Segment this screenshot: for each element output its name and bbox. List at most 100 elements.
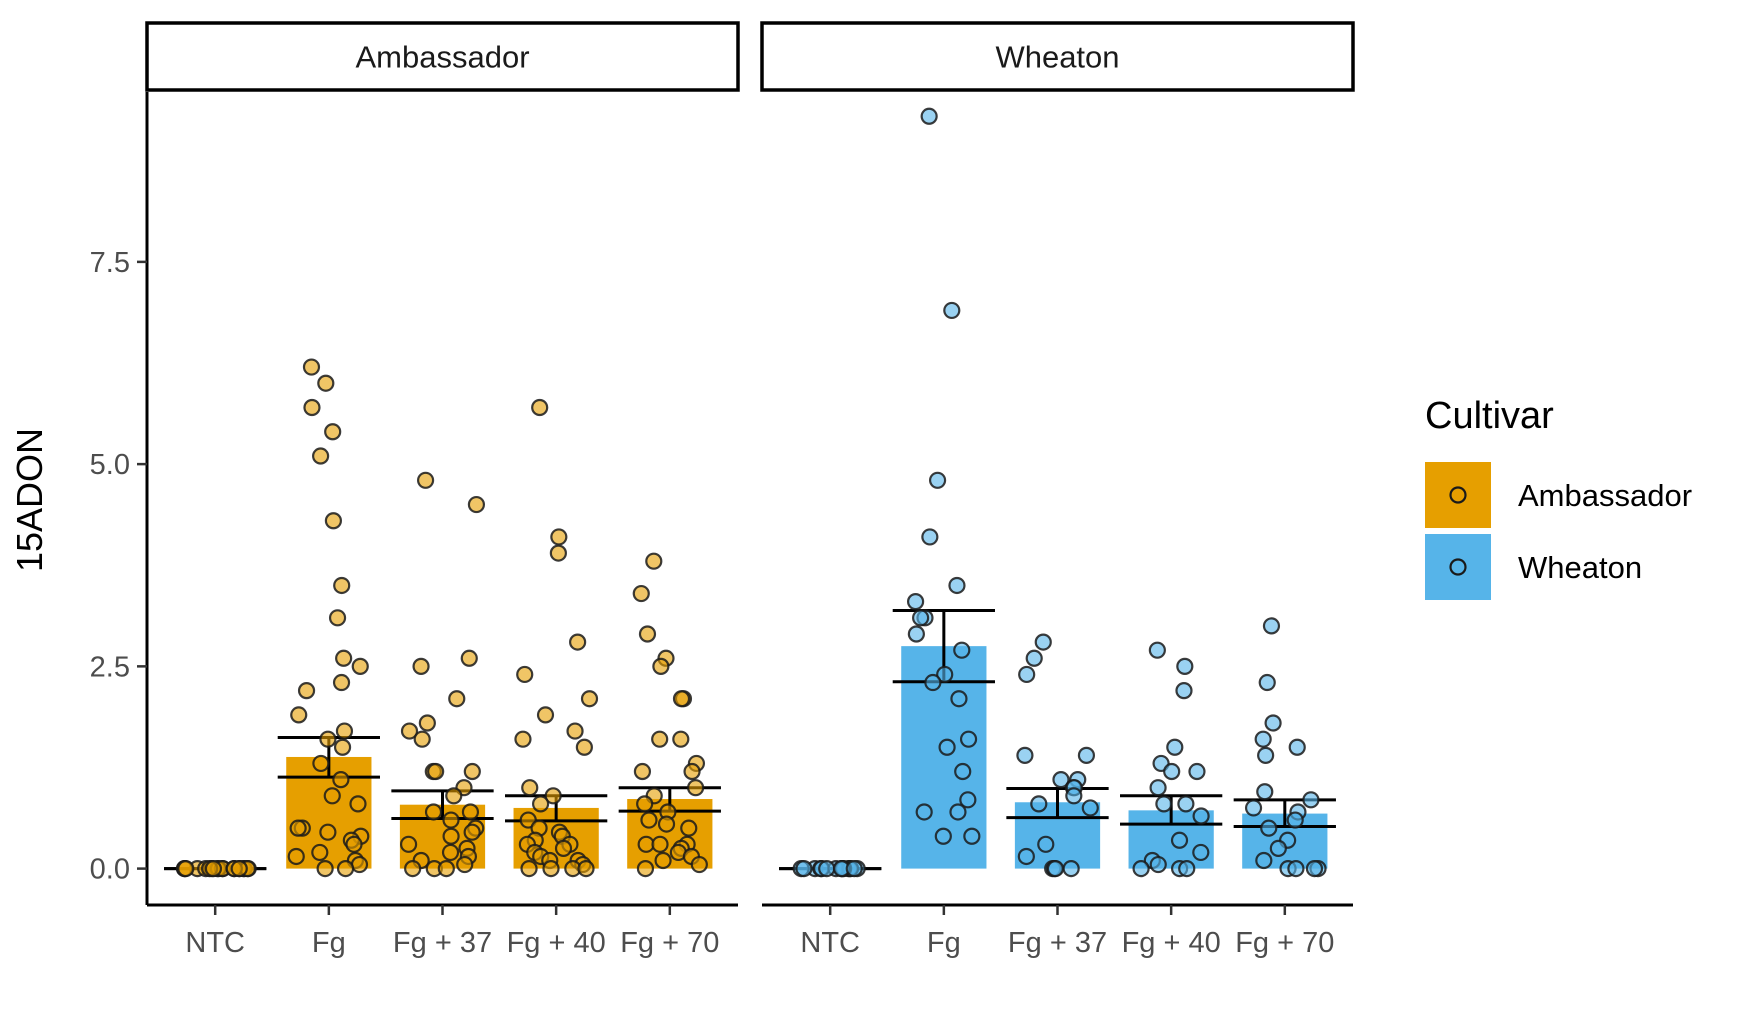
point-ambassador-fg — [332, 771, 350, 789]
point-wheaton-fg — [921, 528, 939, 546]
point-ambassador-fg-37 — [424, 803, 443, 821]
point-ambassador-fg-40 — [520, 859, 538, 878]
point-wheaton-fg — [928, 471, 947, 489]
point-wheaton-fg — [954, 762, 972, 781]
facet-strip-label-ambassador: Ambassador — [355, 40, 529, 75]
point-ambassador-fg-70 — [651, 730, 669, 748]
point-ambassador-fg-40 — [536, 706, 555, 724]
point-wheaton-fg-37 — [1046, 859, 1065, 878]
point-ambassador-fg-37 — [442, 827, 460, 845]
point-wheaton-fg — [948, 576, 966, 595]
point-wheaton-fg-37 — [1017, 847, 1035, 866]
point-wheaton-fg — [915, 803, 933, 821]
point-ambassador-fg-37 — [463, 823, 481, 841]
point-wheaton-fg-40 — [1149, 855, 1167, 874]
y-tick-label: 0.0 — [90, 854, 130, 886]
point-ambassador-fg — [333, 576, 351, 595]
point-wheaton-fg — [938, 738, 956, 756]
facet-strip-wheaton — [760, 21, 1355, 92]
x-tick-label-wheaton-fg-40: Fg + 40 — [1122, 927, 1221, 959]
legend: Cultivar Ambassador Wheaton — [1425, 395, 1692, 600]
point-wheaton-fg-37 — [1062, 859, 1080, 878]
point-ambassador-fg-70 — [636, 795, 654, 813]
point-wheaton-fg-70 — [1269, 839, 1287, 857]
point-ambassador-fg-40 — [550, 528, 568, 546]
x-tick-label-wheaton-fg-70: Fg + 70 — [1235, 927, 1334, 959]
point-ambassador-fg — [323, 787, 341, 805]
point-ambassador-fg-37 — [416, 471, 435, 489]
point-wheaton-fg-40 — [1188, 762, 1206, 781]
y-tick-label: 7.5 — [90, 247, 130, 279]
point-ambassador-fg — [289, 819, 307, 837]
point-wheaton-ntc — [845, 859, 863, 878]
point-ambassador-fg-40 — [554, 839, 573, 857]
point-wheaton-fg-37 — [1037, 835, 1055, 853]
point-ambassador-fg-40 — [542, 859, 560, 878]
point-wheaton-fg — [943, 301, 961, 320]
point-ambassador-fg-37 — [461, 803, 480, 821]
point-wheaton-fg-40 — [1175, 682, 1193, 700]
point-wheaton-fg-37 — [1025, 649, 1043, 667]
point-wheaton-fg-40 — [1176, 657, 1194, 675]
point-ambassador-fg-70 — [652, 657, 670, 675]
point-wheaton-fg-70 — [1264, 714, 1282, 732]
point-ambassador-fg-40 — [566, 722, 584, 740]
point-wheaton-fg — [949, 803, 967, 821]
point-ambassador-fg-37 — [404, 859, 422, 878]
point-ambassador-fg — [312, 754, 330, 773]
point-wheaton-fg — [907, 625, 925, 643]
point-ambassador-fg-70 — [657, 815, 676, 833]
point-wheaton-fg-70 — [1262, 617, 1281, 635]
point-ambassador-fg-70 — [672, 730, 690, 748]
point-wheaton-fg — [934, 827, 952, 845]
point-ambassador-fg — [328, 609, 347, 627]
point-ambassador-fg-40 — [531, 398, 549, 417]
point-wheaton-fg-70 — [1244, 799, 1263, 817]
point-wheaton-fg-70 — [1287, 859, 1305, 878]
point-wheaton-fg-70 — [1258, 673, 1276, 692]
point-ambassador-fg-37 — [399, 835, 418, 853]
point-ambassador-fg — [316, 859, 334, 878]
point-ambassador-fg-37 — [437, 859, 455, 878]
point-ambassador-ntc — [204, 859, 223, 878]
point-wheaton-fg-40 — [1149, 779, 1167, 797]
point-ambassador-fg — [303, 398, 321, 417]
point-ambassador-fg — [336, 859, 355, 878]
point-wheaton-fg — [920, 107, 938, 125]
point-ambassador-fg — [319, 730, 337, 748]
point-ambassador-fg-37 — [413, 730, 431, 748]
x-tick-label-ambassador-ntc: NTC — [185, 927, 245, 959]
point-wheaton-fg — [959, 791, 977, 809]
point-wheaton-fg-70 — [1302, 791, 1320, 809]
point-ambassador-fg-70 — [645, 552, 663, 570]
point-wheaton-fg-70 — [1257, 746, 1275, 764]
point-wheaton-fg-70 — [1256, 783, 1274, 801]
point-ambassador-fg-40 — [575, 738, 593, 756]
point-wheaton-fg-70 — [1255, 851, 1273, 870]
point-ambassador-fg-37 — [442, 811, 460, 829]
x-tick-label-ambassador-fg-70: Fg + 70 — [620, 927, 719, 959]
point-ambassador-fg — [351, 657, 369, 675]
point-wheaton-fg — [950, 690, 968, 708]
point-ambassador-fg — [335, 722, 354, 740]
point-wheaton-fg-40 — [1178, 859, 1196, 878]
point-ambassador-fg-37 — [456, 855, 474, 874]
point-wheaton-fg-37 — [1081, 799, 1099, 817]
point-ambassador-fg — [319, 823, 337, 841]
point-wheaton-fg-37 — [1016, 746, 1034, 764]
point-wheaton-fg — [963, 827, 981, 845]
legend-title: Cultivar — [1425, 395, 1554, 437]
point-wheaton-ntc — [818, 859, 836, 878]
point-ambassador-fg-70 — [651, 835, 669, 853]
panel-wheaton: Wheaton NTC Fg Fg + 37 Fg + 40 Fg + 70 — [760, 21, 1355, 959]
point-ambassador-fg-40 — [514, 730, 532, 748]
point-ambassador-fg-40 — [531, 795, 550, 813]
point-wheaton-fg-40 — [1132, 859, 1150, 878]
legend-key-point-ambassador — [1449, 486, 1467, 504]
point-ambassador-fg — [302, 358, 321, 376]
point-wheaton-fg-37 — [1018, 665, 1036, 684]
panel-ambassador: Ambassador NTC Fg Fg + 37 Fg + 40 Fg + 70 — [145, 21, 740, 959]
point-wheaton-fg — [906, 593, 925, 611]
